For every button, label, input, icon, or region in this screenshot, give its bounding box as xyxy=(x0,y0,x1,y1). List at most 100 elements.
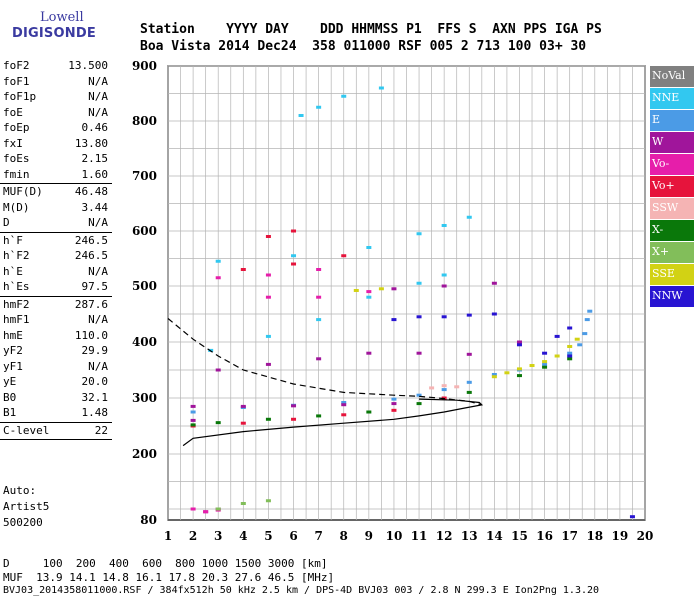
parameter-value: 246.5 xyxy=(74,233,108,247)
parameter-name: foF1p xyxy=(3,90,37,103)
parameter-row: yF2 29.9 xyxy=(0,343,112,359)
auto-artist: Artist5 xyxy=(3,500,50,513)
data-point xyxy=(366,410,372,414)
parameter-value: N/A xyxy=(88,74,108,88)
data-point xyxy=(441,388,447,392)
parameter-row: B1 1.48 xyxy=(0,405,112,421)
x-tick-label: 11 xyxy=(411,529,428,543)
x-tick-label: 19 xyxy=(612,529,629,543)
data-point xyxy=(554,354,560,358)
parameter-row: h`Es 97.5 xyxy=(0,279,112,295)
parameter-value: 13.80 xyxy=(74,136,108,150)
parameter-row: h`F2 246.5 xyxy=(0,248,112,264)
parameter-value: 246.5 xyxy=(74,249,108,262)
x-tick-label: 7 xyxy=(314,529,322,543)
x-tick-label: 4 xyxy=(239,529,247,543)
parameter-value: 3.44 xyxy=(81,200,109,214)
x-tick-label: 17 xyxy=(561,529,578,543)
parameter-row: fmin 1.60 xyxy=(0,167,112,183)
data-point xyxy=(316,268,322,271)
data-point xyxy=(265,295,271,299)
parameter-name: h`F xyxy=(3,233,23,247)
x-tick-label: 2 xyxy=(189,529,197,543)
data-point xyxy=(529,364,535,368)
data-point xyxy=(341,94,347,98)
data-point xyxy=(466,215,472,219)
data-point xyxy=(491,312,497,316)
data-point xyxy=(391,318,397,322)
data-point xyxy=(491,372,497,376)
data-point xyxy=(542,351,548,355)
parameter-value: 22 xyxy=(94,423,108,437)
data-point xyxy=(491,375,497,379)
parameter-value: N/A xyxy=(88,313,108,326)
data-point xyxy=(190,404,196,408)
data-point xyxy=(454,385,460,389)
parameter-name: B0 xyxy=(3,390,17,404)
parameter-value: N/A xyxy=(88,216,108,229)
parameter-name: C-level xyxy=(3,423,50,437)
data-point xyxy=(416,281,422,285)
data-point xyxy=(441,284,447,288)
footer-file-info: BVJ03_2014358011000.RSF / 384fx512h 50 k… xyxy=(3,585,600,596)
parameter-row: foE N/A xyxy=(0,105,112,121)
data-point xyxy=(466,390,472,394)
parameter-value: 32.1 xyxy=(81,390,109,404)
data-point xyxy=(416,351,422,355)
legend-item: W xyxy=(650,132,694,153)
data-point xyxy=(316,414,322,418)
legend-item: X+ xyxy=(650,242,694,263)
data-point xyxy=(441,384,447,388)
data-point xyxy=(378,86,384,90)
parameter-name: MUF(D) xyxy=(3,185,43,198)
parameter-separator xyxy=(0,439,112,440)
parameter-row: MUF(D) 46.48 xyxy=(0,184,112,200)
y-tick-label: 400 xyxy=(132,335,157,349)
data-point xyxy=(391,408,397,412)
data-point xyxy=(582,332,588,336)
parameter-value: 287.6 xyxy=(74,297,108,311)
legend-item: NoVal xyxy=(650,66,694,87)
data-point xyxy=(353,288,359,292)
data-point xyxy=(441,315,447,319)
data-point xyxy=(516,367,522,371)
legend-item: E xyxy=(650,110,694,131)
data-point xyxy=(291,254,297,258)
parameter-row: D N/A xyxy=(0,215,112,231)
parameter-value: 1.48 xyxy=(81,406,109,419)
data-point xyxy=(629,515,635,519)
y-tick-label: 200 xyxy=(132,447,157,461)
parameter-row: foF1p N/A xyxy=(0,89,112,105)
data-point xyxy=(416,402,422,406)
parameter-row: hmF1 N/A xyxy=(0,312,112,328)
legend: NoVal NNE E W Vo- Vo+ SSW X- X+ SSE NNW xyxy=(650,66,694,308)
data-point xyxy=(316,357,322,361)
electron-density-profile xyxy=(182,398,484,447)
data-point xyxy=(215,259,221,263)
parameter-panel: foF2 13.500 foF1 N/A foF1p N/A foE N/A foEp 0.46 f… xyxy=(0,58,112,440)
data-point xyxy=(516,343,522,347)
parameter-name: yF1 xyxy=(3,359,23,373)
parameter-name: h`E xyxy=(3,264,23,278)
parameter-value: 46.48 xyxy=(74,185,108,198)
logo-digisonde: DIGISONDE xyxy=(12,26,96,41)
parameter-name: yF2 xyxy=(3,344,23,357)
parameter-row: hmE 110.0 xyxy=(0,328,112,344)
data-point xyxy=(190,418,196,422)
data-point xyxy=(190,423,196,427)
data-point xyxy=(567,326,573,330)
data-point xyxy=(291,229,297,233)
logo-lowell: Lowell xyxy=(40,10,84,25)
data-point xyxy=(341,400,347,404)
data-point xyxy=(429,386,435,390)
data-point xyxy=(291,417,297,421)
x-tick-label: 12 xyxy=(436,529,453,543)
parameter-value: N/A xyxy=(88,264,108,278)
data-point xyxy=(366,295,372,299)
header-labels: Station YYYY DAY DDD HHMMSS P1 FFS S AXN… xyxy=(140,22,602,37)
parameter-name: fxI xyxy=(3,136,23,150)
header-values: Boa Vista 2014 Dec24 358 011000 RSF 005 … xyxy=(140,39,587,54)
parameter-name: hmF1 xyxy=(3,313,30,326)
parameter-name: foEs xyxy=(3,152,30,165)
